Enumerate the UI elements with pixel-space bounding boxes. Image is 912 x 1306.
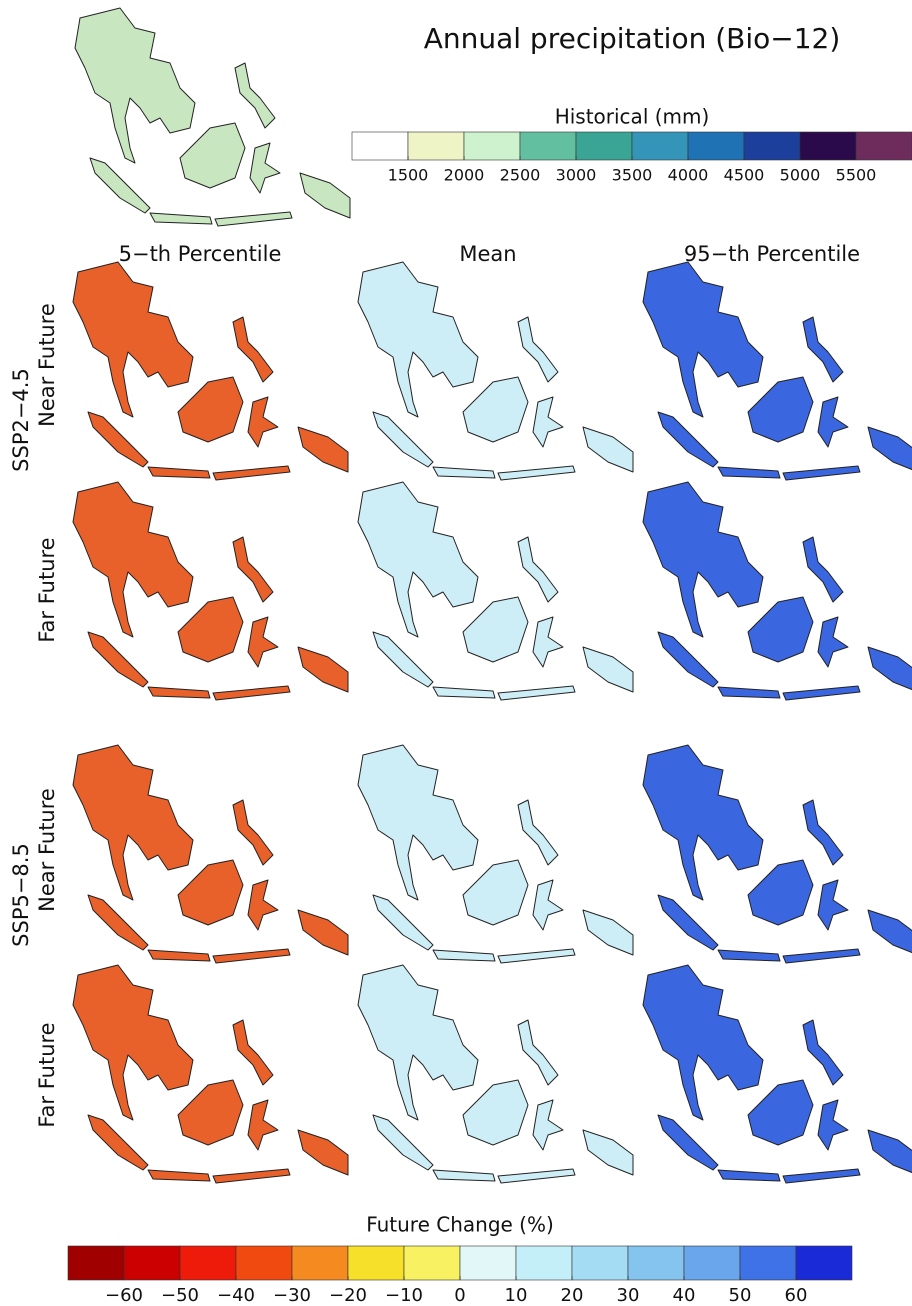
colorbar-tick-label: 3000 <box>556 166 597 185</box>
change-map <box>643 965 912 1183</box>
column-heading: 95−th Percentile <box>684 242 860 266</box>
colorbar-cell <box>632 132 688 160</box>
colorbar-cell <box>800 132 856 160</box>
legend-title: Future Change (%) <box>366 1213 554 1237</box>
colorbar-tick-label: 2500 <box>500 166 541 185</box>
colorbar-cell <box>572 1246 628 1280</box>
colorbar-tick-label: −30 <box>273 1285 311 1302</box>
change-map <box>358 965 633 1183</box>
change-map <box>643 262 912 480</box>
colorbar-tick-label: 2000 <box>444 166 485 185</box>
colorbar-cell <box>856 132 912 160</box>
colorbar-cell <box>352 132 408 160</box>
colorbar-cell <box>516 1246 572 1280</box>
period-label: Far Future <box>35 537 59 642</box>
colorbar-cell <box>744 132 800 160</box>
colorbar-cell <box>180 1246 236 1280</box>
colorbar-cell <box>68 1246 124 1280</box>
colorbar-tick-label: −20 <box>329 1285 367 1302</box>
change-map <box>358 262 633 480</box>
colorbar-tick-label: 1500 <box>388 166 429 185</box>
column-heading: 5−th Percentile <box>119 242 282 266</box>
colorbar-cell <box>348 1246 404 1280</box>
figure: Annual precipitation (Bio−12) Historical… <box>0 0 912 1302</box>
change-map <box>358 745 633 963</box>
colorbar-cell <box>628 1246 684 1280</box>
colorbar-tick-label: −60 <box>105 1285 143 1302</box>
period-label: Near Future <box>35 788 59 912</box>
colorbar-cell <box>292 1246 348 1280</box>
colorbar-tick-label: 5000 <box>780 166 821 185</box>
colorbar-tick-label: 10 <box>505 1285 528 1302</box>
colorbar-tick-label: 4500 <box>724 166 765 185</box>
change-map <box>73 482 348 700</box>
change-map <box>73 745 348 963</box>
colorbar-tick-label: 0 <box>454 1285 465 1302</box>
scenario-label: SSP5−8.5 <box>9 843 33 947</box>
colorbar-cell <box>404 1246 460 1280</box>
change-map <box>643 482 912 700</box>
change-map <box>358 482 633 700</box>
colorbar-cell <box>236 1246 292 1280</box>
colorbar-cell <box>464 132 520 160</box>
colorbar-tick-label: −10 <box>385 1285 423 1302</box>
colorbar-cell <box>796 1246 852 1280</box>
colorbar-cell <box>408 132 464 160</box>
colorbar-cell <box>520 132 576 160</box>
colorbar-cell <box>684 1246 740 1280</box>
scenario-label: SSP2−4.5 <box>9 368 33 472</box>
column-heading: Mean <box>459 242 516 266</box>
colorbar-cell <box>740 1246 796 1280</box>
colorbar-tick-label: 20 <box>561 1285 584 1302</box>
colorbar-tick-label: −40 <box>217 1285 255 1302</box>
historical-map <box>75 8 350 226</box>
colorbar-cell <box>576 132 632 160</box>
legend-title: Historical (mm) <box>555 105 710 129</box>
period-label: Far Future <box>35 1022 59 1127</box>
period-label: Near Future <box>35 303 59 427</box>
colorbar-tick-label: 50 <box>729 1285 752 1302</box>
change-map <box>73 262 348 480</box>
colorbar-tick-label: −50 <box>161 1285 199 1302</box>
colorbar-cell <box>688 132 744 160</box>
colorbar-tick-label: 3500 <box>612 166 653 185</box>
change-map <box>73 965 348 1183</box>
title: Annual precipitation (Bio−12) <box>424 22 841 55</box>
colorbar-tick-label: 5500 <box>836 166 877 185</box>
colorbar-tick-label: 60 <box>785 1285 808 1302</box>
colorbar-tick-label: 40 <box>673 1285 696 1302</box>
colorbar-tick-label: 30 <box>617 1285 640 1302</box>
change-map <box>643 745 912 963</box>
colorbar-cell <box>124 1246 180 1280</box>
colorbar-tick-label: 4000 <box>668 166 709 185</box>
colorbar-cell <box>460 1246 516 1280</box>
